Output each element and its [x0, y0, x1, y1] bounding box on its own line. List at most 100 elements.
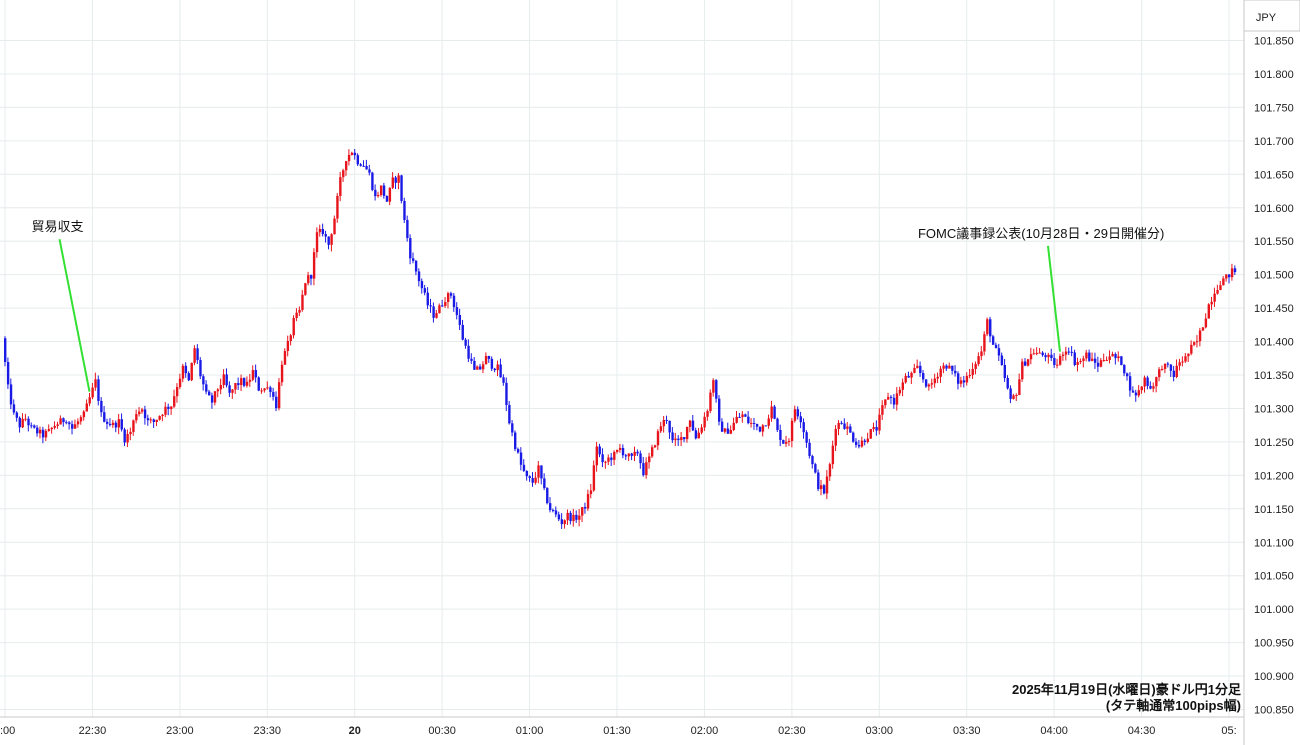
candle-body	[1222, 278, 1225, 286]
candle-body	[100, 400, 103, 413]
candle-body	[1213, 293, 1216, 302]
candle-body	[1050, 354, 1053, 359]
candle-body	[1143, 377, 1146, 387]
candle-body	[164, 406, 167, 415]
candle-body	[1038, 352, 1041, 354]
candle-body	[703, 416, 706, 428]
candle-body	[1026, 359, 1030, 366]
candle-body	[312, 252, 316, 279]
candle-body	[729, 429, 733, 434]
candle-body	[307, 275, 310, 284]
candle-body	[802, 422, 805, 433]
candle-body	[939, 368, 942, 377]
candle-body	[892, 397, 896, 405]
candle-body	[942, 365, 945, 369]
candle-body	[642, 463, 645, 476]
candle-body	[315, 232, 319, 253]
candle-body	[68, 422, 71, 425]
candle-body	[1093, 358, 1097, 363]
y-tick-label: 101.650	[1254, 169, 1294, 181]
candle-body	[417, 271, 421, 282]
candle-body	[1152, 386, 1155, 389]
candle-body	[1091, 358, 1094, 361]
candle-body	[248, 379, 252, 382]
y-tick-label: 101.750	[1254, 102, 1294, 114]
candle-body	[344, 161, 348, 171]
x-tick-label: 00:30	[428, 725, 456, 737]
candle-body	[175, 387, 179, 397]
candle-body	[776, 418, 779, 430]
annotation-pointer	[58, 238, 91, 392]
candle-body	[420, 281, 424, 289]
caption: 2025年11月19日(水曜日)豪ドル円1分足 (タテ軸通常100pips幅)	[1012, 682, 1242, 713]
annotation-label: FOMC議事録公表(10月28日・29日開催分)	[918, 226, 1164, 241]
candle-body	[397, 175, 400, 183]
candle-body	[143, 409, 147, 419]
candle-body	[1219, 285, 1222, 291]
candle-body	[1012, 395, 1015, 399]
candle-body	[394, 177, 397, 183]
candle-body	[709, 392, 712, 412]
candle-body	[161, 414, 164, 417]
candle-body	[336, 195, 339, 219]
candle-body	[889, 396, 893, 398]
candle-body	[385, 195, 389, 202]
candle-body	[516, 449, 520, 453]
candle-body	[773, 406, 776, 419]
x-tick-label: 01:00	[516, 725, 544, 737]
candle-body	[1053, 358, 1056, 365]
candle-body	[21, 418, 24, 428]
candle-body	[534, 477, 537, 483]
candle-body	[391, 177, 395, 188]
candle-body	[467, 345, 470, 359]
x-axis-ticks: :00 22:30 23:00 23:30 20 00:30 01:00 01:30 02:00…	[0, 725, 1237, 737]
candle-body	[502, 377, 505, 383]
candle-body	[750, 422, 753, 424]
candle-body	[712, 380, 715, 393]
candle-body	[1198, 330, 1202, 342]
candle-body	[82, 411, 86, 418]
candle-body	[193, 348, 196, 363]
candle-body	[508, 404, 511, 424]
candle-body	[825, 476, 829, 494]
candle-body	[379, 185, 383, 195]
candle-body	[1190, 344, 1193, 354]
candle-body	[324, 234, 327, 237]
candle-body	[581, 507, 584, 516]
candle-body	[854, 441, 858, 445]
candle-body	[528, 476, 531, 479]
candle-body	[103, 412, 106, 422]
y-tick-label: 101.200	[1254, 470, 1294, 482]
candle-body	[639, 453, 642, 464]
candle-body	[286, 340, 290, 352]
annotations: 貿易収支 FOMC議事録公表(10月28日・29日開催分)	[32, 219, 1164, 392]
candle-body	[470, 358, 473, 361]
candle-body	[1187, 353, 1190, 357]
candle-body	[1184, 356, 1187, 362]
candle-body	[790, 420, 794, 441]
chart-caption-line2: (タテ軸通常100pips幅)	[1106, 698, 1241, 713]
currency-label: JPY	[1256, 12, 1277, 24]
candle-body	[968, 375, 972, 377]
candle-body	[563, 520, 566, 525]
candle-body	[782, 440, 785, 444]
x-tick-label: 01:30	[603, 725, 631, 737]
candle-body	[860, 440, 864, 447]
candle-body	[618, 447, 622, 450]
candle-body	[732, 422, 735, 430]
x-tick-label: 22:30	[79, 725, 107, 737]
x-tick-label: 20	[349, 725, 361, 737]
candle-body	[1073, 352, 1076, 365]
candle-body	[648, 456, 651, 463]
candle-body	[650, 447, 654, 457]
candle-body	[444, 302, 447, 306]
candle-body	[610, 457, 613, 460]
candle-body	[321, 228, 325, 235]
candle-body	[519, 452, 523, 465]
candle-body	[181, 365, 185, 379]
candle-body	[412, 258, 415, 261]
candle-body	[511, 423, 514, 433]
candle-body	[575, 514, 578, 520]
candle-body	[400, 175, 403, 201]
x-tick-label: 23:30	[254, 725, 282, 737]
